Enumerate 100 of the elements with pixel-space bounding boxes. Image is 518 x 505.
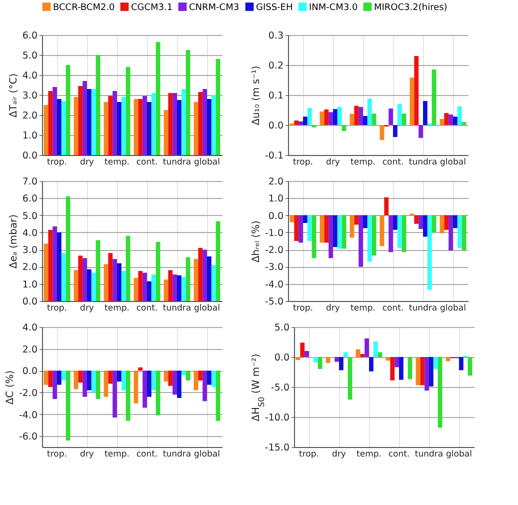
x-tick-label: cont.	[382, 158, 404, 168]
legend-label: INM-CM3.0	[309, 2, 358, 13]
y-tick-label: 0.2	[268, 60, 284, 72]
x-tick-label: tundra	[414, 450, 444, 460]
bar	[91, 272, 96, 301]
bar	[432, 215, 436, 232]
bar	[444, 215, 449, 230]
bar	[397, 104, 402, 125]
bar	[342, 125, 346, 131]
bar	[303, 215, 308, 223]
bar	[354, 106, 359, 125]
bar	[397, 215, 402, 248]
bar	[393, 215, 398, 230]
bar	[121, 271, 126, 301]
x-tick-label: dry	[80, 304, 94, 314]
x-tick-label: dry	[80, 450, 94, 460]
x-tick-label: cont.	[136, 450, 158, 460]
y-tick-label: -5.0	[270, 382, 290, 394]
x-tick-label: global	[440, 158, 466, 168]
bar	[394, 357, 399, 368]
bar	[198, 248, 203, 301]
bar	[418, 215, 423, 229]
y-tick-label: 0.0	[268, 210, 284, 222]
bar	[448, 114, 453, 125]
bar	[87, 89, 92, 155]
bar	[328, 112, 333, 125]
x-tick-label: dry	[326, 304, 340, 314]
bar	[313, 357, 318, 362]
bar	[91, 89, 96, 155]
x-tick-label: tundra	[162, 304, 192, 314]
bar	[440, 215, 444, 234]
bar	[202, 250, 207, 301]
bar	[57, 232, 62, 301]
bar	[364, 338, 369, 357]
bar	[369, 357, 374, 372]
y-tick-label: 5.0	[22, 50, 38, 62]
y-tick-label: -4.0	[264, 279, 284, 290]
bar	[216, 221, 220, 301]
bar	[300, 342, 305, 357]
bar	[78, 256, 83, 301]
bar	[172, 274, 177, 301]
bar	[468, 357, 472, 376]
y-tick-label: 1.0	[22, 130, 38, 142]
bar	[126, 236, 130, 301]
y-tick-label: 4.0	[22, 228, 38, 239]
bar	[194, 102, 198, 155]
bar	[367, 98, 372, 125]
x-tick-label: cont.	[388, 450, 410, 460]
bar	[202, 89, 207, 155]
bar	[87, 269, 92, 301]
bar	[138, 99, 143, 155]
bar	[126, 67, 130, 155]
bar	[142, 96, 147, 155]
bar	[324, 109, 329, 125]
x-tick-label: cont.	[382, 304, 404, 314]
x-tick-label: dry	[326, 158, 340, 168]
bar	[186, 257, 190, 301]
y-tick-label: -5.0	[264, 296, 284, 308]
bar	[74, 97, 78, 155]
y-tick-label: -4.0	[18, 410, 38, 421]
x-tick-label: temp.	[350, 304, 376, 314]
bar	[440, 119, 444, 125]
bar	[117, 263, 122, 301]
y-tick-label: 0.0	[22, 150, 38, 162]
bar	[320, 112, 324, 125]
bar	[393, 125, 398, 137]
bar	[328, 215, 333, 258]
y-tick-label: -0.1	[264, 150, 284, 162]
bar	[207, 256, 212, 301]
bar	[399, 357, 404, 380]
bar	[380, 215, 384, 246]
y-tick-label: -15.0	[264, 442, 290, 454]
y-tick-label: 0.0	[268, 120, 284, 132]
bar	[298, 121, 303, 125]
bar	[66, 65, 70, 155]
bar	[177, 275, 182, 301]
y-axis-title: Δhᵣₑₗ (%)	[250, 220, 262, 263]
bar	[177, 100, 182, 155]
bar	[298, 215, 303, 243]
x-tick-label: trop.	[299, 450, 319, 460]
bar	[457, 215, 462, 248]
bar	[453, 116, 458, 125]
bar	[168, 270, 173, 301]
bar	[350, 114, 354, 125]
bar	[186, 50, 190, 155]
bar	[48, 230, 53, 301]
y-axis-title: Δeₐ (mbar)	[8, 214, 20, 269]
bar	[168, 93, 173, 155]
bar	[429, 357, 434, 386]
bar	[142, 272, 147, 301]
x-tick-label: temp.	[104, 450, 130, 460]
bar	[61, 101, 66, 155]
bar	[360, 354, 365, 357]
bar	[367, 215, 372, 262]
bar	[424, 357, 429, 391]
x-tick-label: temp.	[104, 158, 130, 168]
bar	[358, 107, 363, 125]
bar	[74, 270, 78, 301]
bar	[104, 264, 108, 301]
bar	[211, 95, 216, 155]
